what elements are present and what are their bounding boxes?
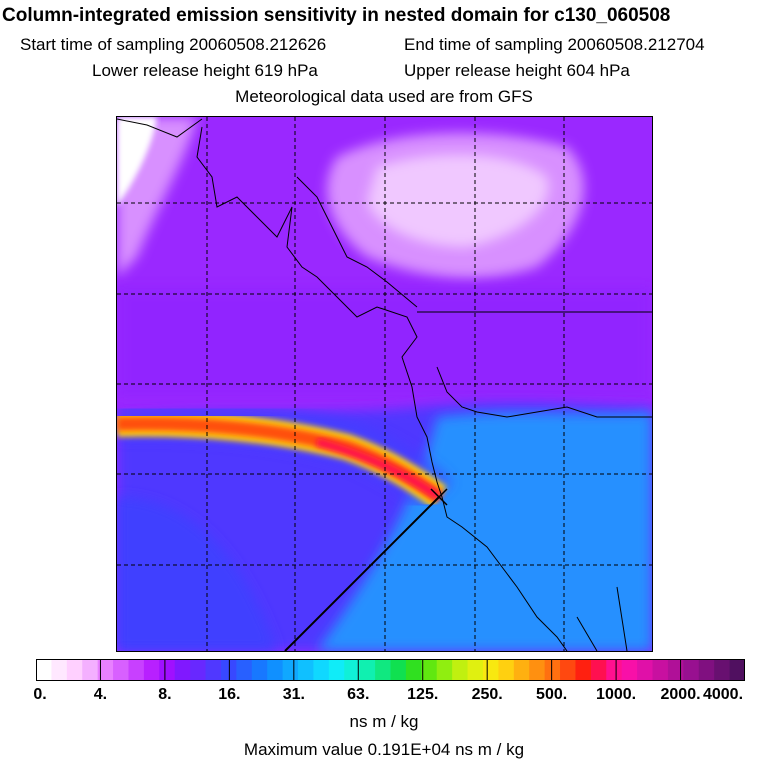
coastline-gulf [436, 366, 652, 418]
colorbar-swatch [637, 659, 654, 681]
colorbar-tick-label: 8. [158, 686, 172, 703]
colorbar-swatch [575, 659, 592, 681]
colorbar-swatch [560, 659, 576, 681]
colorbar-swatch [498, 659, 515, 681]
coastline-west [117, 118, 568, 651]
colorbar-swatch [714, 659, 731, 681]
start-time-label: Start time of sampling 20060508.212626 [20, 35, 327, 54]
colorbar-tick-label: 4. [93, 686, 108, 703]
colorbar-swatch [621, 659, 638, 681]
colorbar-tick-label: 16. [218, 686, 241, 703]
colorbar-swatch [267, 659, 284, 681]
colorbar-swatch [544, 659, 561, 681]
flight-track [284, 496, 440, 651]
colorbar-swatch [128, 659, 145, 681]
chart-title: Column-integrated emission sensitivity i… [2, 5, 671, 26]
colorbar-swatch [359, 659, 376, 681]
colorbar-swatch [205, 659, 222, 681]
map-panel [116, 116, 653, 652]
release-point-marker [430, 488, 448, 506]
colorbar-swatch [436, 659, 453, 681]
colorbar-swatch [328, 659, 345, 681]
colorbar-swatch [298, 659, 314, 681]
colorbar-tick-label: 250. [471, 686, 503, 703]
colorbar-swatch [82, 659, 99, 681]
lower-release-label: Lower release height 619 hPa [92, 61, 318, 80]
colorbar-swatch [251, 659, 268, 681]
border-line [296, 176, 418, 308]
field-region-deep-blue [117, 497, 277, 651]
map-canvas [117, 117, 652, 651]
colorbar-border [36, 659, 745, 681]
colorbar-swatch [513, 659, 530, 681]
colorbar-tick-label: 125. [407, 686, 439, 703]
colorbar-swatch [375, 659, 391, 681]
colorbar-tick-label: 63. [347, 686, 370, 703]
field-region-light-blue [317, 412, 652, 651]
colorbar-swatch [66, 659, 83, 681]
colorbar-swatch [529, 659, 546, 681]
colorbar-swatch [606, 659, 623, 681]
colorbar-swatch [190, 659, 207, 681]
colorbar-swatch [236, 659, 253, 681]
field-region-upper-pale [367, 154, 549, 247]
colorbar-units: ns m / kg [349, 712, 419, 731]
colorbar-tick-label: 2000. [660, 686, 701, 703]
colorbar-swatch [174, 659, 191, 681]
field-region-white [117, 117, 157, 207]
colorbar-swatch [590, 659, 607, 681]
colorbar-swatch [390, 659, 407, 681]
colorbar-swatch [143, 659, 160, 681]
lat-lon-grid [117, 117, 652, 651]
colorbar-swatch [698, 659, 715, 681]
colorbar-tick-label: 1000. [596, 686, 637, 703]
colorbar-swatch [282, 659, 299, 681]
colorbar-swatch [729, 659, 746, 681]
colorbar-swatch [344, 659, 361, 681]
colorbar-swatch [467, 659, 484, 681]
colorbar-swatch [36, 659, 52, 681]
colorbar-tick-label: 0. [33, 686, 47, 703]
colorbar-swatch [405, 659, 422, 681]
colorbar-swatch [159, 659, 176, 681]
plume-max [315, 438, 442, 501]
end-time-label: End time of sampling 20060508.212704 [404, 35, 705, 54]
colorbar [35, 659, 746, 681]
colorbar-swatch [452, 659, 469, 681]
colorbar-swatch [482, 659, 499, 681]
colorbar-tick-label: 31. [282, 686, 305, 703]
colorbar-swatch [667, 659, 684, 681]
upper-release-label: Upper release height 604 hPa [404, 61, 630, 80]
colorbar-swatch [97, 659, 114, 681]
colorbar-tick-label: 500. [536, 686, 568, 703]
colorbar-swatch [113, 659, 129, 681]
colorbar-swatch [421, 659, 438, 681]
colorbar-swatch [313, 659, 330, 681]
colorbar-swatch [51, 659, 68, 681]
colorbar-tick-label: 4000. [702, 686, 744, 703]
coastline-east [576, 586, 628, 651]
colorbar-swatch [652, 659, 669, 681]
met-data-label: Meteorological data used are from GFS [235, 87, 533, 106]
colorbar-svg [35, 659, 746, 681]
colorbar-swatch [683, 659, 700, 681]
max-value-label: Maximum value 0.191E+04 ns m / kg [243, 740, 525, 759]
